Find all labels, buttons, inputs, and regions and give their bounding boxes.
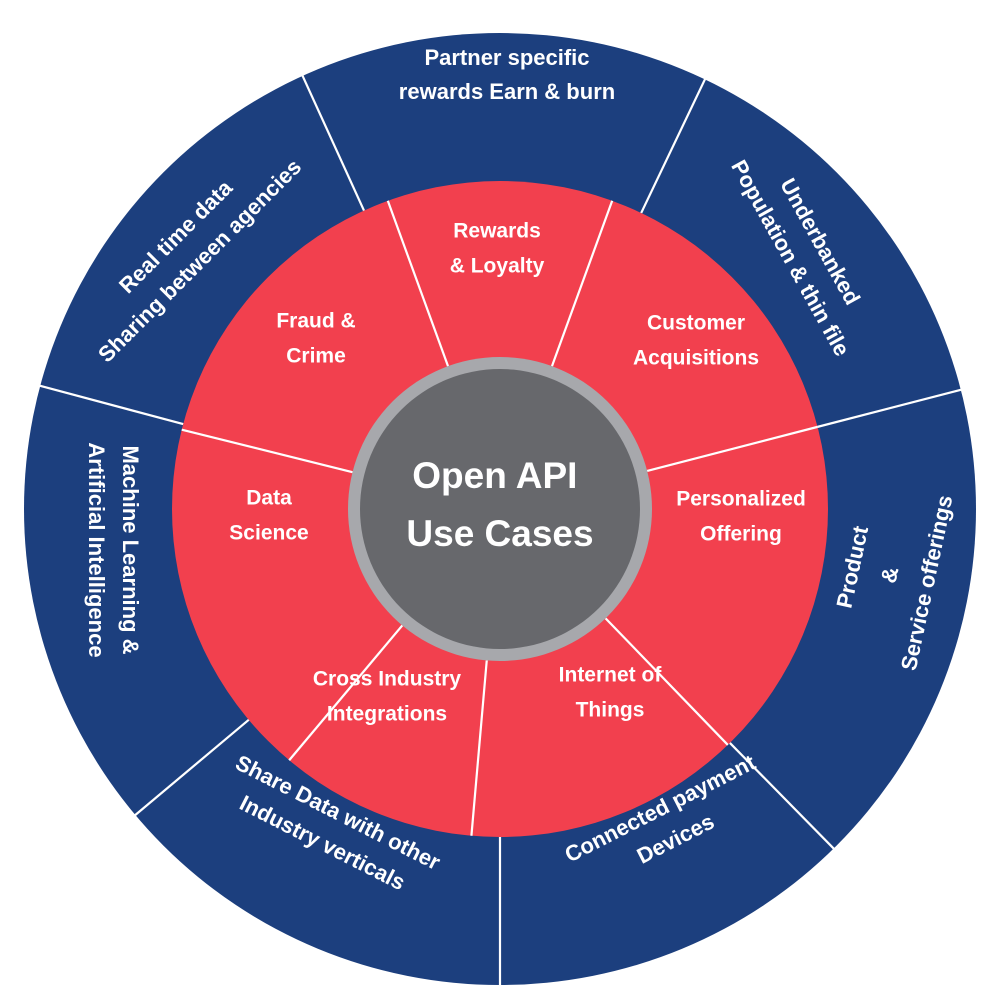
outer-segment-label: Partner specific rewards Earn & burn [399, 45, 615, 104]
inner-segment-label: Cross Industry Integrations [313, 668, 462, 726]
hub-title-line-2: Use Cases [406, 513, 593, 554]
outer-divider [133, 718, 250, 818]
inner-segment-label-line: Crime [286, 345, 346, 368]
inner-segment-label: Internet of Things [559, 664, 663, 722]
inner-segment-label-line: Rewards [453, 220, 541, 243]
inner-segment-label-line: Acquisitions [633, 347, 759, 370]
inner-divider [646, 425, 818, 473]
outer-dividers [38, 73, 964, 987]
outer-divider [300, 73, 365, 211]
outer-segment-label-line: Artificial Intelligence [84, 442, 109, 657]
inner-segment-label-line: Things [576, 699, 645, 722]
inner-dividers [181, 200, 818, 836]
hub [360, 369, 640, 649]
inner-segment-label: Customer Acquisitions [633, 312, 759, 370]
inner-segment-label: Rewards & Loyalty [450, 220, 545, 278]
outer-segment-label-line: Machine Learning & [118, 445, 143, 654]
inner-segment-label-line: Data [246, 487, 292, 510]
inner-segment-labels: Rewards & Loyalty Customer Acquisitions Pers… [229, 220, 805, 726]
inner-divider [386, 200, 450, 367]
outer-divider [38, 384, 184, 426]
inner-divider [604, 617, 729, 746]
inner-segment-label: Personalized Offering [676, 488, 806, 546]
inner-divider [288, 624, 404, 761]
inner-divider [181, 428, 353, 474]
outer-segment-label-line: rewards Earn & burn [399, 79, 615, 104]
outer-divider [640, 77, 707, 214]
inner-segment-label-line: Offering [700, 523, 782, 546]
inner-divider [550, 200, 614, 367]
outer-divider [817, 388, 964, 428]
outer-segment-label: Machine Learning & Artificial Intelligenc… [84, 442, 143, 657]
inner-segment-label-line: Fraud & [276, 310, 355, 333]
outer-segment-label-line: & [876, 564, 904, 585]
inner-divider [470, 660, 488, 836]
hub-title: Open API Use Cases [406, 455, 593, 554]
hub-title-line-1: Open API [412, 455, 577, 496]
inner-segment-label-line: Internet of [559, 664, 663, 687]
outer-divider [729, 742, 836, 851]
inner-segment-label-line: Science [229, 522, 308, 545]
inner-segment-label-line: & Loyalty [450, 255, 545, 278]
inner-segment-label: Fraud & Crime [276, 310, 355, 368]
inner-segment-label-line: Customer [647, 312, 745, 335]
inner-segment-label-line: Personalized [676, 488, 806, 511]
inner-segment-label-line: Cross Industry [313, 668, 462, 691]
inner-segment-label-line: Integrations [327, 703, 447, 726]
inner-segment-label: Data Science [229, 487, 308, 545]
outer-segment-label-line: Partner specific [424, 45, 589, 70]
